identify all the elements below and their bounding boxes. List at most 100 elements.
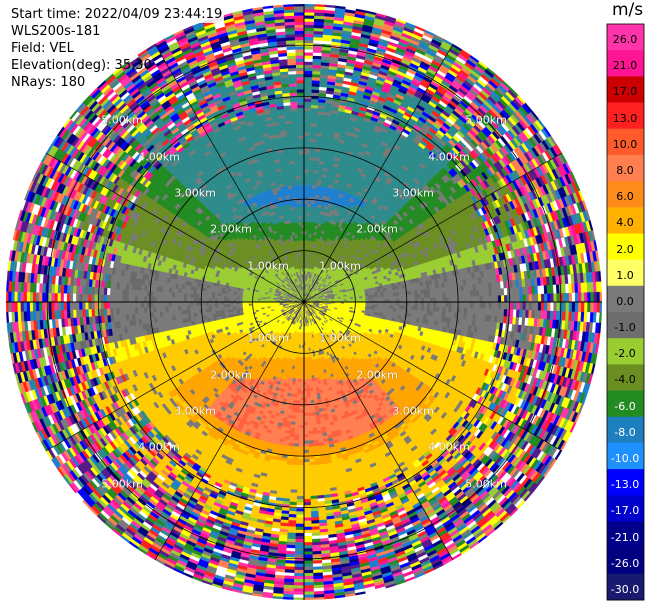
velocity-gate — [593, 291, 598, 303]
velocity-gate — [299, 166, 305, 170]
velocity-gate — [308, 231, 312, 235]
velocity-gate — [479, 295, 484, 303]
velocity-gate — [294, 39, 305, 44]
velocity-gate — [298, 141, 305, 146]
velocity-gate — [293, 15, 305, 19]
velocity-gate — [475, 289, 480, 297]
velocity-gate — [300, 203, 305, 207]
velocity-gate — [466, 290, 471, 297]
velocity-gate — [556, 292, 561, 303]
velocity-gate — [420, 293, 425, 299]
velocity-gate — [310, 206, 315, 211]
velocity-gate — [303, 82, 312, 87]
velocity-gate — [568, 292, 573, 303]
velocity-gate — [297, 119, 305, 124]
velocity-gate — [292, 141, 299, 146]
velocity-gate — [463, 290, 468, 297]
velocity-gate — [467, 295, 471, 303]
velocity-gate — [293, 200, 298, 205]
velocity-gate — [311, 191, 316, 195]
velocity-gate — [303, 8, 315, 13]
velocity-gate — [297, 206, 302, 210]
velocity-gate — [303, 64, 313, 69]
velocity-gate — [414, 293, 419, 299]
velocity-gate — [295, 178, 301, 183]
velocity-gate — [442, 291, 446, 298]
velocity-gate — [303, 181, 309, 186]
velocity-gate — [303, 129, 311, 133]
velocity-gate — [306, 206, 311, 210]
velocity-gate — [294, 45, 305, 50]
velocity-gate — [303, 33, 314, 38]
velocity-gate — [303, 76, 313, 81]
velocity-gate — [408, 297, 413, 303]
velocity-gate — [296, 200, 301, 204]
velocity-gate — [303, 85, 312, 90]
velocity-gate — [544, 293, 548, 303]
velocity-gate — [494, 294, 499, 303]
velocity-gate — [309, 123, 317, 127]
velocity-gate — [293, 11, 305, 16]
velocity-gate — [294, 33, 305, 38]
velocity-gate — [310, 113, 318, 118]
velocity-gate — [581, 291, 585, 303]
velocity-gate — [311, 222, 316, 226]
velocity-gate — [424, 297, 428, 303]
velocity-gate — [596, 291, 601, 303]
velocity-gate — [398, 291, 403, 296]
velocity-gate — [296, 92, 305, 96]
velocity-gate — [473, 295, 477, 303]
velocity-gate — [307, 203, 312, 207]
velocity-gate — [306, 215, 311, 220]
velocity-gate — [306, 227, 310, 232]
velocity-gate — [550, 293, 554, 303]
velocity-gate — [299, 169, 305, 173]
velocity-gate — [500, 294, 505, 303]
velocity-gate — [309, 132, 317, 137]
velocity-gate — [303, 48, 314, 53]
velocity-gate — [488, 295, 493, 303]
velocity-gate — [411, 297, 416, 303]
velocity-gate — [294, 30, 305, 35]
velocity-gate — [303, 39, 314, 44]
velocity-gate — [306, 221, 310, 226]
velocity-gate — [290, 113, 298, 118]
velocity-gate — [402, 294, 406, 299]
velocity-gate — [303, 193, 309, 198]
velocity-gate — [451, 296, 456, 303]
velocity-gate — [303, 156, 310, 161]
velocity-gate — [599, 291, 602, 303]
velocity-gate — [571, 292, 576, 303]
velocity-gate — [306, 224, 310, 229]
velocity-gate — [297, 209, 302, 214]
velocity-gate — [303, 36, 314, 41]
velocity-gate — [389, 292, 394, 297]
velocity-gate — [309, 218, 313, 223]
velocity-gate — [303, 15, 315, 19]
velocity-field — [6, 4, 602, 600]
velocity-gate — [295, 67, 305, 72]
velocity-gate — [584, 291, 588, 303]
velocity-gate — [463, 296, 468, 303]
velocity-gate — [294, 166, 300, 171]
velocity-gate — [305, 243, 309, 247]
velocity-gate — [491, 288, 496, 296]
velocity-gate — [547, 293, 551, 303]
velocity-gate — [303, 11, 315, 16]
velocity-gate — [309, 221, 313, 226]
velocity-gate — [303, 30, 314, 35]
velocity-gate — [460, 296, 465, 303]
velocity-gate — [309, 129, 317, 134]
velocity-gate — [303, 58, 313, 62]
velocity-gate — [445, 296, 450, 303]
velocity-gate — [298, 138, 305, 143]
velocity-gate — [414, 297, 419, 303]
velocity-gate — [292, 138, 299, 143]
velocity-gate — [297, 113, 305, 118]
velocity-gate — [380, 296, 385, 300]
velocity-gate — [439, 296, 443, 303]
velocity-gate — [377, 296, 382, 300]
velocity-gate — [311, 194, 316, 199]
velocity-gate — [308, 160, 315, 164]
velocity-gate — [303, 138, 310, 143]
